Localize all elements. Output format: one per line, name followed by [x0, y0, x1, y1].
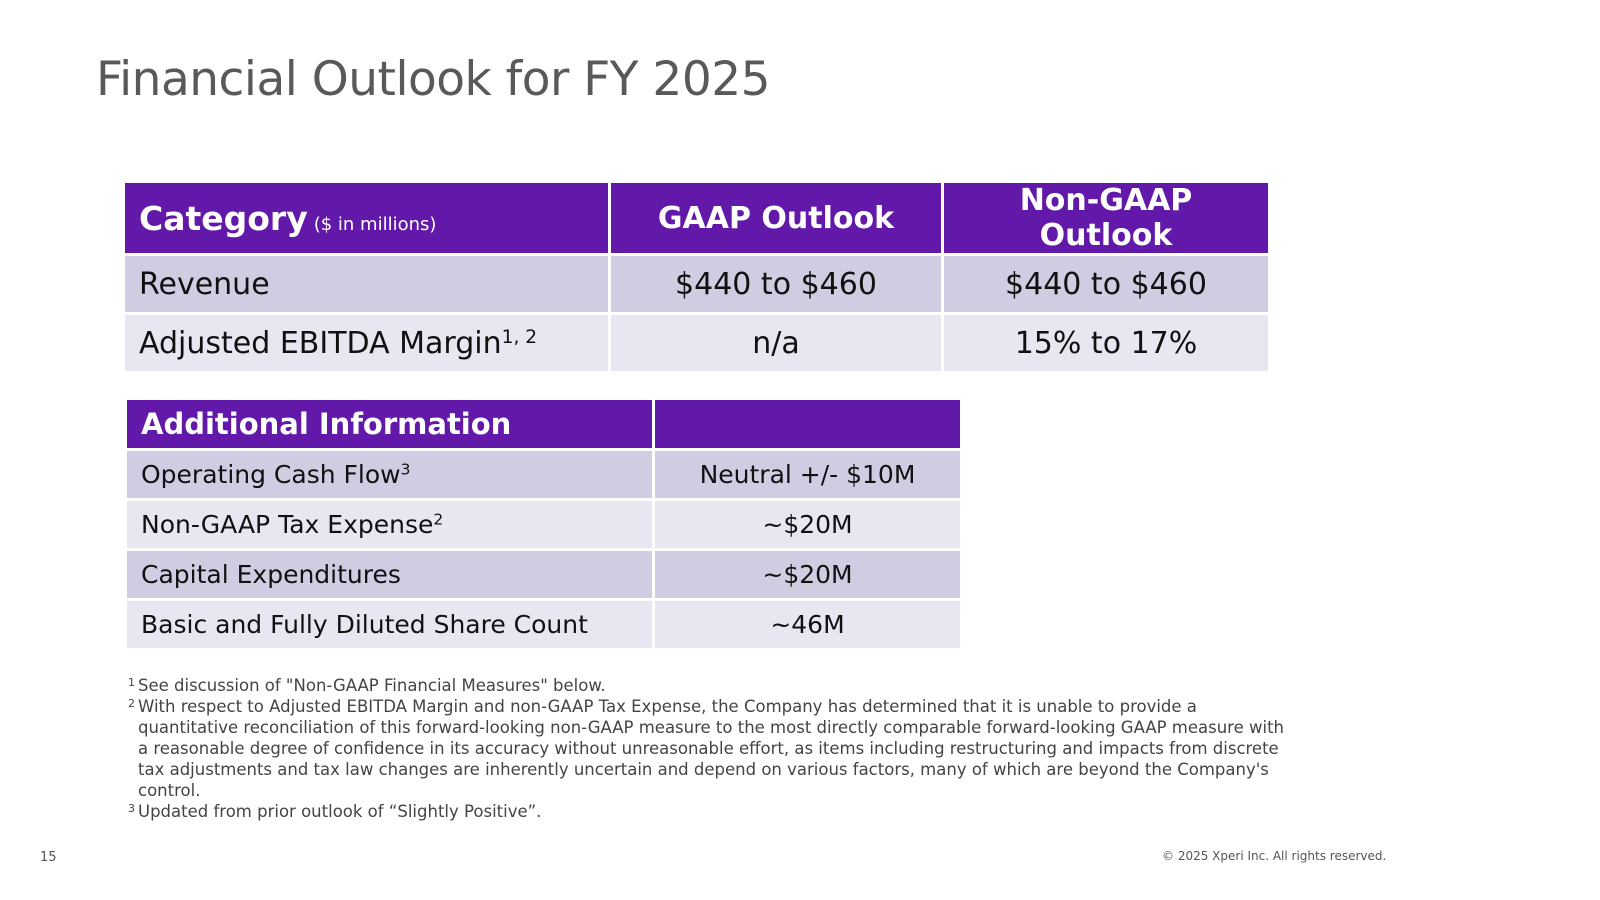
row-label: Adjusted EBITDA Margin1, 2 [125, 315, 608, 371]
footnote-text: Updated from prior outlook of “Slightly … [138, 802, 542, 821]
header-category: Category ($ in millions) [125, 183, 608, 253]
unit-label: ($ in millions) [313, 213, 437, 235]
footnote-marker: 1 [128, 676, 135, 689]
footnote-marker: 2 [128, 697, 135, 710]
row-label-text: Basic and Fully Diluted Share Count [141, 610, 588, 639]
row-value: ~$20M [762, 560, 853, 589]
additional-info-header: Additional Information [127, 400, 960, 448]
row-label-text: Revenue [139, 266, 270, 302]
header-gaap-outlook: GAAP Outlook [657, 200, 895, 236]
footnote-ref: 3 [400, 460, 411, 479]
row-label: Capital Expenditures [127, 551, 652, 598]
non-gaap-value: 15% to 17% [1014, 325, 1198, 361]
table-row: Capital Expenditures ~$20M [127, 551, 960, 598]
footnote: 2 With respect to Adjusted EBITDA Margin… [128, 696, 1288, 801]
footnotes: 1 See discussion of "Non-GAAP Financial … [128, 675, 1288, 822]
row-label: Basic and Fully Diluted Share Count [127, 601, 652, 648]
row-label: Operating Cash Flow3 [127, 451, 652, 498]
row-value: ~$20M [762, 510, 853, 539]
table-row: Operating Cash Flow3 Neutral +/- $10M [127, 451, 960, 498]
row-label: Non-GAAP Tax Expense2 [127, 501, 652, 548]
footnote-ref: 2 [433, 510, 444, 529]
row-label-text: Non-GAAP Tax Expense [141, 510, 434, 539]
row-value: ~46M [770, 610, 845, 639]
footnote: 1 See discussion of "Non-GAAP Financial … [128, 675, 1288, 696]
table-row: Non-GAAP Tax Expense2 ~$20M [127, 501, 960, 548]
header-additional-information: Additional Information [141, 407, 512, 441]
page-number: 15 [40, 850, 57, 865]
outlook-table-header: Category ($ in millions) GAAP Outlook Non… [125, 183, 1268, 253]
footnote-text: With respect to Adjusted EBITDA Margin a… [138, 697, 1285, 800]
table-row: Adjusted EBITDA Margin1, 2 n/a 15% to 17… [125, 315, 1268, 371]
footnote-ref: 1, 2 [501, 326, 538, 348]
gaap-value: n/a [752, 325, 800, 361]
header-value [655, 400, 960, 448]
gaap-value: $440 to $460 [675, 266, 877, 302]
footnote-marker: 3 [128, 802, 135, 815]
row-label: Revenue [125, 256, 608, 312]
category-label: Category [139, 198, 308, 238]
outlook-table: Category ($ in millions) GAAP Outlook Non… [122, 180, 1271, 374]
additional-info-table: Additional Information Operating Cash Fl… [124, 397, 963, 651]
row-label-text: Operating Cash Flow [141, 460, 401, 489]
footnote: 3 Updated from prior outlook of “Slightl… [128, 801, 1288, 822]
non-gaap-value: $440 to $460 [1005, 266, 1207, 302]
table-row: Revenue $440 to $460 $440 to $460 [125, 256, 1268, 312]
row-label-text: Adjusted EBITDA Margin [139, 325, 502, 361]
table-row: Basic and Fully Diluted Share Count ~46M [127, 601, 960, 648]
header-non-gaap-outlook: Non-GAAP Outlook [1019, 183, 1193, 253]
page-title: Financial Outlook for FY 2025 [96, 52, 771, 107]
row-value: Neutral +/- $10M [699, 460, 916, 489]
copyright: © 2025 Xperi Inc. All rights reserved. [1162, 849, 1387, 863]
footnote-text: See discussion of "Non-GAAP Financial Me… [138, 676, 606, 695]
row-label-text: Capital Expenditures [141, 560, 401, 589]
